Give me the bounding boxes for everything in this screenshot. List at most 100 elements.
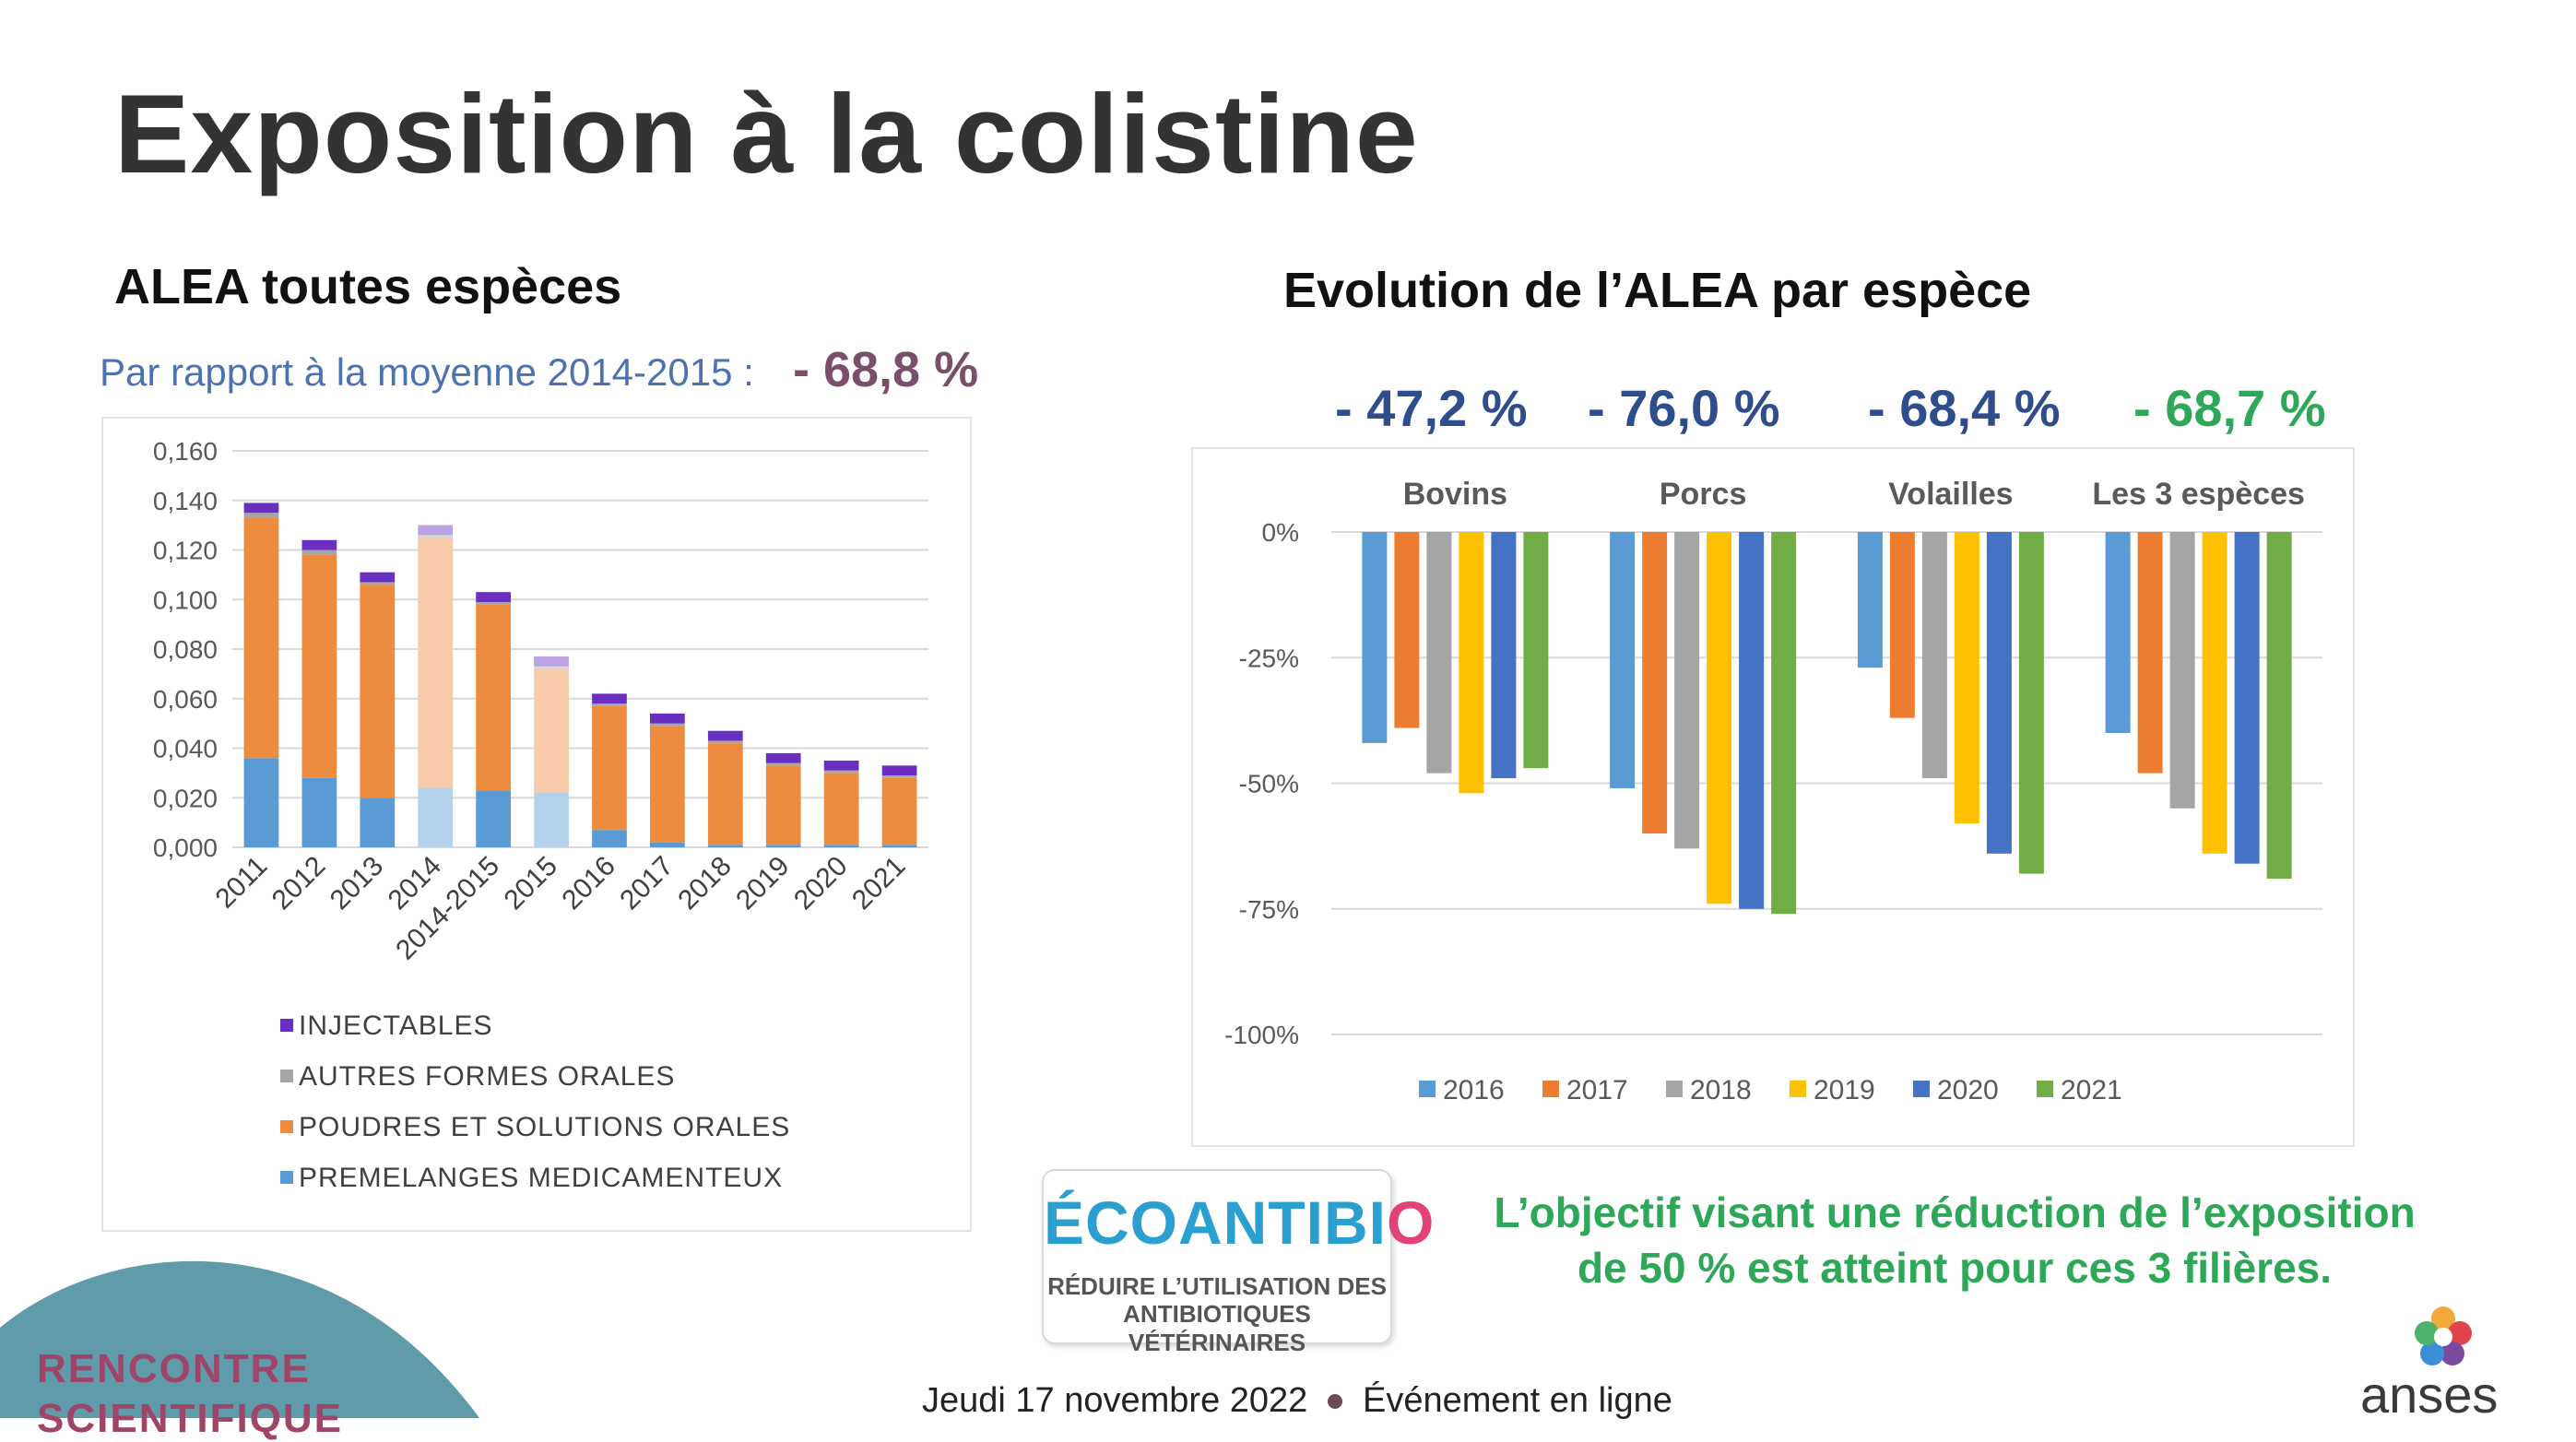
bar [1523,532,1549,769]
alea-species-chart: 0% -25% -50% -75% -100% Bovins Porcs Volailles L… [1224,477,2322,1105]
ecoantibio-logo: ÉCOANTIBIO RÉDUIRE L’UTILISATION DES ANT… [1042,1169,1436,1356]
legend-swatch [1666,1081,1683,1097]
legend-swatch [2037,1081,2053,1097]
category-label: Bovins [1403,477,1507,512]
bar-segment [301,550,337,555]
footer-separator-dot [1328,1394,1342,1409]
legend-label: INJECTABLES [299,1011,493,1041]
left-chart-subtitle: Par rapport à la moyenne 2014-2015 : [100,350,754,394]
y-tick-label: 0,000 [153,833,218,862]
percent-3-especes: - 68,7 % [2133,379,2326,437]
bar-segment [707,730,743,741]
bar [1889,532,1915,718]
bar-segment [650,713,685,724]
legend-label: POUDRES ET SOLUTIONS ORALES [299,1112,790,1142]
bar [1986,532,2012,854]
x-tick-label: 2013 [325,851,390,916]
bar-segment [360,582,396,585]
bar-segment [476,790,511,847]
bar-segment [650,726,685,843]
bar-segment [765,765,801,845]
bar-segment [534,792,569,847]
bar [2105,532,2131,733]
bar [1921,532,1947,779]
bar-segment [592,703,627,706]
legend-swatch [1542,1081,1559,1097]
bar-segment [534,668,569,793]
bar [1426,532,1452,774]
left-chart-reduction-value: - 68,8 % [793,342,979,397]
bar-segment [592,830,627,847]
percent-bovins: - 47,2 % [1335,379,1528,437]
x-tick-label: 2016 [556,851,621,916]
objective-statement: L’objectif visant une réduction de l’exp… [1420,1186,2489,1296]
ecoantibio-tagline-2: ANTIBIOTIQUES VÉTÉRINAIRES [1123,1300,1311,1356]
x-tick-label: 2019 [730,851,796,916]
y-tick-label: 0,020 [153,784,218,812]
bar [1707,532,1732,904]
bar [1857,532,1883,668]
bar [2169,532,2195,809]
legend-swatch [1913,1081,1930,1097]
bar [1394,532,1420,728]
objective-line-2: de 50 % est atteint pour ces 3 filières. [1577,1243,2333,1292]
legend-swatch [280,1171,293,1184]
bar [1610,532,1636,788]
bar-segment [418,535,454,538]
alea-stacked-chart: 0,000 0,020 0,040 0,060 0,080 0,100 0,120 0,140… [153,437,928,1193]
bar-segment [243,502,279,514]
percent-porcs: - 76,0 % [1588,379,1780,437]
legend-label: 2017 [1566,1075,1628,1105]
y-tick-label: 0% [1262,518,1299,547]
alea-stacked-chart-panel: 0,000 0,020 0,040 0,060 0,080 0,100 0,120 0,140… [101,417,972,1232]
legend-swatch [1790,1081,1806,1097]
bar-segment [707,740,743,744]
category-label: Volailles [1888,477,2013,512]
bar-segment [301,539,337,550]
bar-segment [765,845,801,847]
bar-segment [360,572,396,583]
bar-segment [418,525,454,536]
bar [1459,532,1484,794]
bar-segment [881,775,917,778]
legend-swatch [1419,1081,1436,1097]
legend-label: AUTRES FORMES ORALES [299,1061,675,1092]
objective-line-1: L’objectif visant une réduction de l’exp… [1494,1188,2416,1236]
legend-label: 2016 [1443,1075,1505,1105]
y-tick-label: -75% [1239,895,1299,924]
bar-segment [650,723,685,727]
bar [2018,532,2044,874]
bar [1642,532,1668,833]
bar-segment [243,758,279,847]
bar-segment [301,554,337,778]
bar-segment [823,773,859,845]
category-label: Les 3 espèces [2092,477,2305,512]
bar-segment [243,517,279,759]
event-name-line-2: SCIENTIFIQUE [37,1396,344,1441]
legend-swatch [280,1120,293,1133]
legend-swatch [280,1070,293,1082]
event-banner-shape [0,1260,479,1418]
bar [1362,532,1388,743]
bar-segment [707,845,743,847]
bar-segment [476,592,511,602]
legend-label: PREMELANGES MEDICAMENTEUX [299,1163,783,1193]
bar [1739,532,1765,909]
legend-label: 2018 [1690,1075,1752,1105]
bar-segment [823,845,859,847]
right-chart-heading: Evolution de l’ALEA par espèce [1283,263,2032,318]
legend-label: 2020 [1937,1075,1999,1105]
bar [2234,532,2260,864]
ecoantibio-logo-name: ÉCOANTIBIO [1044,1188,1436,1257]
bar-segment [765,752,801,763]
y-tick-label: -25% [1239,644,1299,672]
footer-event-type: Événement en ligne [1363,1381,1672,1420]
bar-segment [243,513,279,518]
legend-label: 2019 [1814,1075,1875,1105]
bar [1674,532,1700,849]
x-tick-label: 2021 [846,851,912,916]
x-tick-label: 2020 [788,851,854,916]
legend-swatch [280,1019,293,1032]
bar [2266,532,2292,880]
bar-segment [765,762,801,766]
